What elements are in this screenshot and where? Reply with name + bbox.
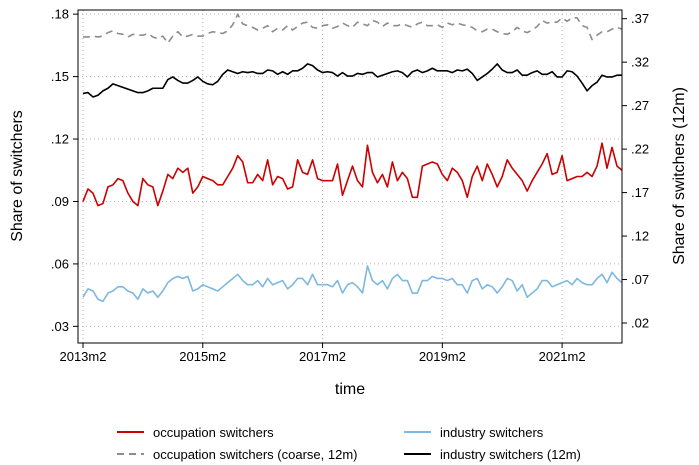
right-tick-label: .32 <box>631 55 649 70</box>
left-tick-label: .15 <box>51 69 69 84</box>
left-axis-label: Share of switchers <box>9 110 26 242</box>
right-axis: .02 .07 .12 .17 .22 .27 .32 .37 <box>622 11 649 331</box>
x-tick-label: 2015m2 <box>179 349 226 364</box>
series-line-industry-switchers-12m <box>82 63 622 98</box>
right-tick-label: .12 <box>631 229 649 244</box>
left-tick-label: .18 <box>51 7 69 22</box>
x-tick-label: 2013m2 <box>59 349 106 364</box>
legend-label-occupation-switchers: occupation switchers <box>153 425 274 440</box>
left-tick-label: .06 <box>51 256 69 271</box>
x-tick-label: 2017m2 <box>299 349 346 364</box>
right-tick-label: .27 <box>631 98 649 113</box>
series-line-occupation-switchers-coarse-12m <box>82 13 623 44</box>
series-line-occupation-switchers <box>82 142 623 207</box>
legend-label-industry-switchers: industry switchers <box>440 425 544 440</box>
x-axis-label: time <box>335 381 365 398</box>
right-tick-label: .02 <box>631 316 649 331</box>
legend-label-industry-switchers-12m: industry switchers (12m) <box>440 447 581 462</box>
series-line-industry-switchers <box>82 265 623 303</box>
left-tick-label: .09 <box>51 194 69 209</box>
series-layer <box>82 13 623 303</box>
left-axis: .03 .06 .09 .12 .15 .18 <box>51 7 78 334</box>
right-axis-label: Share of switchers (12m) <box>671 87 688 265</box>
right-tick-label: .07 <box>631 272 649 287</box>
right-tick-label: .37 <box>631 11 649 26</box>
plot-frame <box>77 9 623 344</box>
right-tick-label: .17 <box>631 185 649 200</box>
x-tick-label: 2019m2 <box>419 349 466 364</box>
x-tick-label: 2021m2 <box>539 349 586 364</box>
right-tick-label: .22 <box>631 142 649 157</box>
left-tick-label: .12 <box>51 132 69 147</box>
x-axis: 2013m2 2015m2 2017m2 2019m2 2021m2 <box>59 343 586 364</box>
legend: occupation switchers industry switchers … <box>117 425 581 462</box>
legend-label-occupation-switchers-coarse-12m: occupation switchers (coarse, 12m) <box>153 447 357 462</box>
left-tick-label: .03 <box>51 319 69 334</box>
